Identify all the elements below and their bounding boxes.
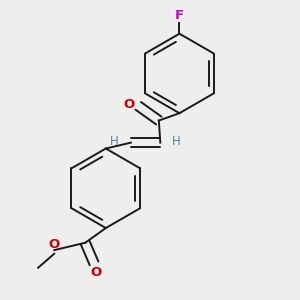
Text: H: H [172,135,181,148]
Text: O: O [124,98,135,111]
Text: F: F [175,9,184,22]
Text: O: O [48,238,59,251]
Text: O: O [90,266,101,279]
Text: H: H [110,135,119,148]
